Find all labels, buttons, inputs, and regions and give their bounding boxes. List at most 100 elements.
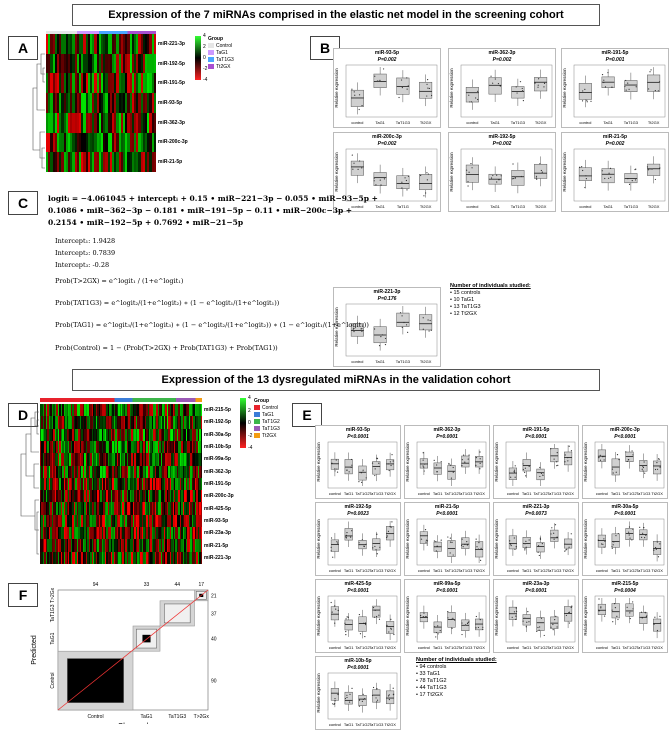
eq-line-2: 0.1086 • miR−362−3p − 0.181 • miR−191−5p…	[48, 206, 353, 215]
heatmap-cell	[109, 132, 113, 153]
boxplot-point	[376, 688, 378, 690]
heatmap-cell	[165, 514, 168, 528]
heatmap-cell	[109, 34, 113, 55]
heatmap-cell	[63, 465, 66, 479]
boxplot-point	[659, 466, 661, 468]
heatmap-cell	[181, 502, 184, 516]
heatmap-cell	[103, 93, 106, 114]
heatmap-cell	[87, 152, 91, 172]
heatmap-cell	[185, 490, 188, 503]
heatmap-cell	[47, 527, 50, 540]
heatmap-cell	[134, 428, 137, 442]
heatmap-cell	[112, 34, 115, 55]
boxplot-point	[379, 80, 381, 82]
heatmap-cell	[135, 465, 138, 479]
heatmap-cell	[187, 514, 190, 528]
boxplot-point	[556, 536, 558, 538]
heatmap-cell	[119, 404, 122, 417]
heatmap-cell	[119, 539, 122, 553]
boxplot-point	[528, 539, 530, 541]
boxplot-point	[515, 607, 517, 609]
heatmap-cell	[131, 477, 134, 491]
heatmap-cell	[95, 453, 98, 467]
heatmap-cell	[94, 440, 97, 454]
heatmap-cell	[184, 465, 187, 479]
heatmap-row-label: miR-23a-3p	[204, 530, 231, 537]
heatmap-cell	[54, 477, 57, 491]
heatmap-cell	[172, 539, 175, 553]
heatmap-cell	[90, 428, 93, 442]
boxplot-point	[468, 621, 470, 623]
boxplot-point	[564, 543, 566, 545]
heatmap-cell	[174, 539, 176, 553]
boxplot-point	[598, 609, 600, 611]
heatmap-cell	[156, 502, 159, 516]
heatmap-cell	[87, 551, 90, 564]
boxplot-point	[461, 459, 463, 461]
boxplot-point	[528, 621, 530, 623]
heatmap-cell	[85, 132, 89, 153]
heatmap-cell	[196, 551, 199, 564]
boxplot-point	[373, 177, 375, 179]
boxplot-point	[361, 700, 363, 702]
boxplot-point	[597, 539, 599, 541]
heatmap-cell	[95, 477, 98, 491]
heatmap-cell	[118, 132, 122, 153]
boxplot-point	[425, 192, 427, 194]
heatmap-cell	[163, 502, 166, 516]
heatmap-cell	[98, 152, 102, 172]
heatmap-cell	[160, 490, 163, 503]
heatmap-cell	[54, 502, 57, 516]
heatmap-cell	[75, 477, 78, 491]
boxplot-point	[374, 468, 376, 470]
boxplot-point	[365, 623, 367, 626]
heatmap-cell	[141, 428, 144, 442]
heatmap-cell	[194, 490, 197, 503]
heatmap-cell	[110, 428, 113, 442]
boxplot-point	[407, 175, 410, 177]
heatmap-cell	[65, 465, 67, 479]
boxplot-point	[374, 545, 376, 548]
heatmap-cell	[131, 132, 135, 153]
heatmap-cell	[119, 527, 122, 540]
heatmap-cell	[103, 539, 106, 553]
heatmap-cell	[191, 440, 194, 454]
heatmap-cell	[46, 132, 49, 153]
heatmap-row-label: miR-362-3p	[158, 119, 185, 126]
heatmap-cell	[182, 527, 185, 540]
boxplot-point	[528, 465, 530, 467]
boxplot-category-label: control	[351, 359, 363, 364]
heatmap-cell	[57, 152, 60, 172]
heatmap-cell	[154, 416, 157, 430]
heatmap-cell	[157, 514, 160, 528]
heatmap-cell	[50, 93, 54, 114]
confusion-y-category: Control	[50, 673, 56, 689]
boxplot-point	[345, 537, 348, 539]
panel-d-dendrogram	[20, 411, 39, 555]
boxplot-pvalue: P<0.0001	[525, 588, 547, 594]
scale-label: 0	[248, 420, 251, 426]
heatmap-cell	[45, 490, 48, 503]
boxplot-point	[641, 617, 643, 619]
heatmap-cell	[60, 465, 63, 479]
boxplot-point	[422, 328, 424, 330]
boxplot-point	[359, 160, 361, 162]
heatmap-cell	[88, 527, 91, 540]
heatmap-cell	[42, 428, 45, 442]
heatmap-cell	[72, 132, 76, 153]
boxplot-category-label: TaG1	[433, 645, 443, 650]
heatmap-cell	[138, 416, 141, 430]
boxplot-point	[607, 72, 609, 74]
heatmap-cell	[53, 502, 56, 516]
heatmap-cell	[135, 539, 138, 553]
boxplot-point	[436, 464, 438, 466]
heatmap-cell	[175, 502, 178, 516]
boxplot-box	[550, 448, 559, 463]
heatmap-cell	[123, 53, 126, 74]
heatmap-cell	[116, 539, 119, 553]
boxplot-point	[515, 546, 517, 548]
boxplot-category-label: control	[507, 645, 519, 650]
heatmap-cell	[54, 551, 57, 564]
heatmap-cell	[52, 112, 56, 134]
heatmap-cell	[160, 539, 163, 553]
